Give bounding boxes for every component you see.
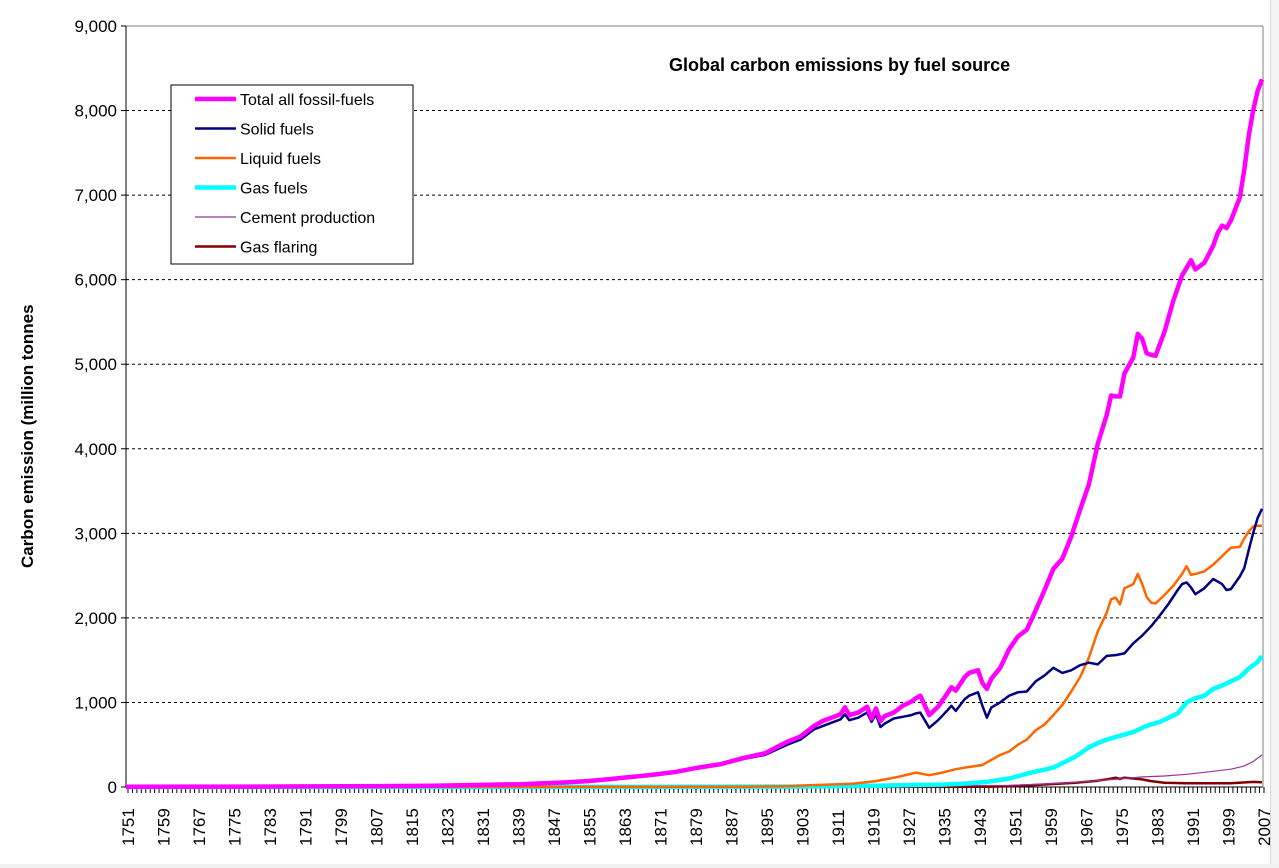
- legend: Total all fossil-fuels Solid fuels Liquid …: [170, 84, 414, 265]
- y-tick-label: 2,000: [74, 609, 117, 628]
- x-ticks: 1751 1759 1767 1775 1783 1791 1799 1807 1815 1823…: [119, 787, 1274, 846]
- chart-title: Global carbon emissions by fuel source: [669, 55, 1010, 75]
- y-tick-label: 4,000: [74, 440, 117, 459]
- x-tick-label: 1903: [794, 808, 813, 846]
- y-tick-label: 3,000: [74, 524, 117, 543]
- window-bottom-edge: [0, 864, 1279, 868]
- legend-label-solid-fuels: Solid fuels: [240, 122, 314, 139]
- x-tick-label: 1863: [616, 808, 635, 846]
- x-tick-label: 1911: [829, 809, 848, 846]
- y-tick-label: 5,000: [74, 355, 117, 374]
- x-tick-label: 1991: [1184, 808, 1203, 846]
- y-tick-label: 1,000: [74, 693, 117, 712]
- x-tick-label: 1871: [652, 808, 671, 846]
- x-tick-label: 1799: [332, 808, 351, 846]
- series-line-cement-production: [125, 754, 1263, 788]
- series-line-gas-fuels: [125, 654, 1264, 790]
- x-tick-label: 1999: [1220, 808, 1239, 846]
- x-tick-label: 2007: [1255, 808, 1274, 846]
- x-tick-label: 1959: [1042, 808, 1061, 846]
- x-tick-label: 1807: [368, 808, 387, 846]
- y-axis-label: Carbon emission (million tonnes: [18, 304, 37, 568]
- y-tick-label: 0: [108, 778, 117, 797]
- x-tick-label: 1759: [155, 808, 174, 846]
- x-tick-label: 1879: [687, 808, 706, 846]
- series-line-liquid-fuels: [125, 524, 1262, 789]
- x-tick-label: 1951: [1007, 808, 1026, 846]
- x-tick-label: 1839: [510, 808, 529, 846]
- x-tick-label: 1823: [439, 808, 458, 846]
- legend-label-cement-production: Cement production: [240, 210, 375, 227]
- x-tick-label: 1855: [581, 808, 600, 846]
- legend-box: [170, 84, 414, 265]
- x-tick-label: 1975: [1113, 808, 1132, 846]
- x-tick-label: 1815: [403, 808, 422, 846]
- x-tick-label: 1983: [1149, 808, 1168, 846]
- legend-label-liquid-fuels: Liquid fuels: [240, 151, 321, 168]
- y-tick-label: 6,000: [74, 271, 117, 290]
- x-tick-label: 1919: [865, 808, 884, 846]
- gridlines: [126, 25, 1263, 703]
- window-right-edge: [1270, 0, 1279, 868]
- y-tick-label: 8,000: [74, 102, 117, 121]
- series-line-total-all-fossil-fuels: [125, 78, 1265, 789]
- legend-label-total-all-fossil-fuels: Total all fossil-fuels: [240, 92, 374, 109]
- series-lines: [125, 78, 1265, 790]
- x-tick-label: 1767: [190, 808, 209, 846]
- x-tick-label: 1935: [936, 808, 955, 846]
- x-tick-label: 1927: [900, 808, 919, 846]
- legend-label-gas-flaring: Gas flaring: [240, 240, 317, 257]
- x-tick-label: 1967: [1078, 808, 1097, 846]
- x-tick-label: 1887: [723, 808, 742, 846]
- x-tick-label: 1831: [474, 808, 493, 846]
- legend-label-gas-fuels: Gas fuels: [240, 181, 308, 198]
- x-tick-label: 1783: [261, 808, 280, 846]
- y-tick-label: 7,000: [74, 186, 117, 205]
- x-tick-label: 1847: [545, 808, 564, 846]
- y-tick-label: 9,000: [74, 17, 117, 36]
- x-tick-label: 1791: [297, 808, 316, 846]
- y-ticks: 0 1,000 2,000 3,000 4,000 5,000 6,000 7,000 8,00…: [74, 17, 126, 797]
- x-tick-label: 1895: [758, 808, 777, 846]
- x-tick-label: 1943: [971, 808, 990, 846]
- x-tick-label: 1775: [226, 808, 245, 846]
- x-tick-label: 1751: [119, 808, 138, 846]
